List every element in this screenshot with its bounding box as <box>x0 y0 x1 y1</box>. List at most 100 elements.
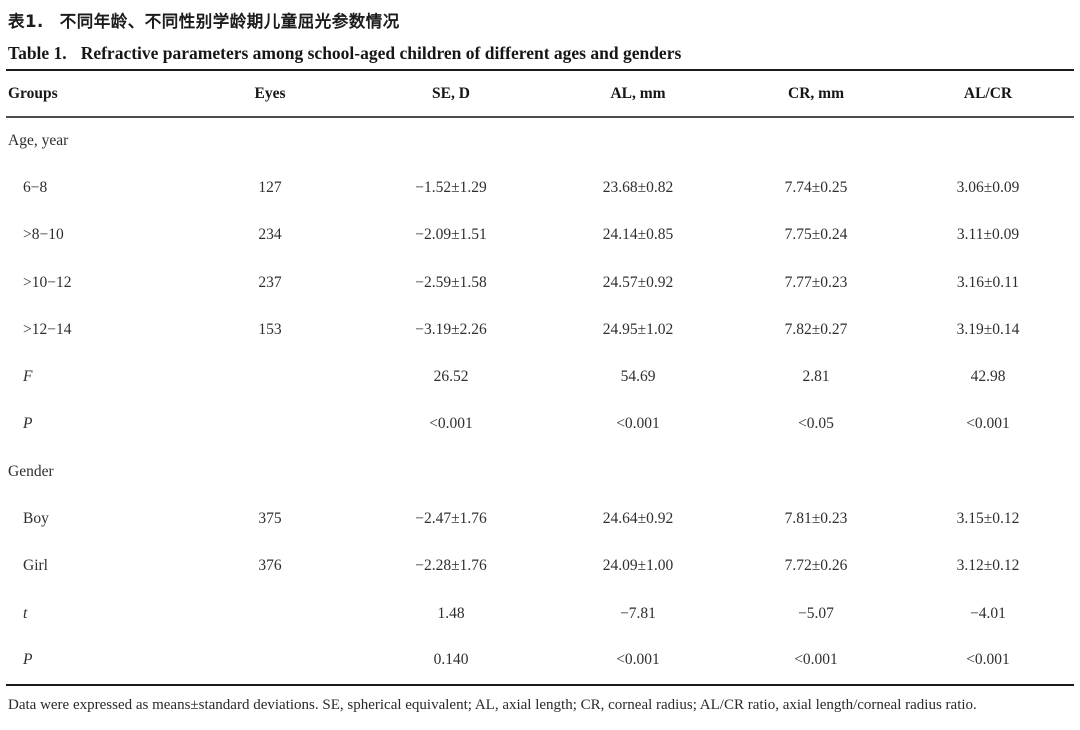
table-title-chinese: 表1. 不同年龄、不同性别学龄期儿童屈光参数情况 <box>6 8 1074 32</box>
cell-se: −2.47±1.76 <box>415 510 487 528</box>
cell-eyes: 127 <box>258 178 282 196</box>
row-age-year: Age, year <box>6 117 1074 164</box>
cell-se: 0.140 <box>433 651 469 669</box>
cell-cr <box>730 117 902 164</box>
cell-cr: 2.81 <box>802 368 830 386</box>
cell-alcr: 3.19±0.14 <box>956 320 1020 338</box>
cell-se: 26.52 <box>433 368 469 386</box>
row-label: Girl <box>23 557 48 575</box>
row-age-10-12: >10−12 237 −2.59±1.58 24.57±0.92 7.77±0.… <box>6 259 1074 306</box>
cell-eyes <box>184 353 356 400</box>
row-label: Boy <box>23 510 49 528</box>
cell-alcr <box>902 448 1074 495</box>
cell-alcr: 3.12±0.12 <box>956 557 1020 575</box>
cell-se <box>356 448 546 495</box>
row-label: t <box>23 604 28 622</box>
cell-eyes: 234 <box>258 226 282 244</box>
cell-alcr: 3.16±0.11 <box>956 273 1020 291</box>
cell-eyes <box>184 590 356 637</box>
row-t-statistic-gender: t 1.48 −7.81 −5.07 −4.01 <box>6 590 1074 637</box>
row-girl: Girl 376 −2.28±1.76 24.09±1.00 7.72±0.26… <box>6 543 1074 590</box>
cell-al: 24.09±1.00 <box>602 557 674 575</box>
row-f-statistic-age: F 26.52 54.69 2.81 42.98 <box>6 353 1074 400</box>
row-age-8-10: >8−10 234 −2.09±1.51 24.14±0.85 7.75±0.2… <box>6 212 1074 259</box>
row-label: P <box>23 415 33 433</box>
row-gender: Gender <box>6 448 1074 495</box>
row-label: P <box>23 651 33 669</box>
cell-alcr: <0.001 <box>966 415 1010 433</box>
cell-al: <0.001 <box>616 415 660 433</box>
cell-cr: 7.82±0.27 <box>784 320 848 338</box>
col-header-alcr: AL/CR <box>902 70 1074 118</box>
cell-se <box>356 117 546 164</box>
cell-cr: 7.75±0.24 <box>784 226 848 244</box>
cell-cr: 7.81±0.23 <box>784 510 848 528</box>
cell-eyes: 237 <box>258 273 282 291</box>
cell-alcr: <0.001 <box>966 651 1010 669</box>
cell-alcr: 3.11±0.09 <box>956 226 1020 244</box>
col-header-se: SE, D <box>356 70 546 118</box>
table-number-chinese: 表1. <box>8 12 44 31</box>
cell-eyes: 375 <box>258 510 282 528</box>
table-title-chinese-text: 不同年龄、不同性别学龄期儿童屈光参数情况 <box>59 12 400 31</box>
col-header-cr: CR, mm <box>730 70 902 118</box>
row-p-value-age: P <0.001 <0.001 <0.05 <0.001 <box>6 401 1074 448</box>
cell-al: 24.95±1.02 <box>602 320 674 338</box>
cell-al: <0.001 <box>616 651 660 669</box>
cell-alcr: 3.15±0.12 <box>956 510 1020 528</box>
row-age-6-8: 6−8 127 −1.52±1.29 23.68±0.82 7.74±0.25 … <box>6 164 1074 211</box>
refractive-parameters-table: Groups Eyes SE, D AL, mm CR, mm AL/CR Ag… <box>6 69 1074 686</box>
cell-cr: 7.74±0.25 <box>784 178 848 196</box>
cell-al: −7.81 <box>620 604 656 622</box>
row-p-value-gender: P 0.140 <0.001 <0.001 <0.001 <box>6 637 1074 684</box>
cell-se: −2.09±1.51 <box>415 226 487 244</box>
header-row: Groups Eyes SE, D AL, mm CR, mm AL/CR <box>6 70 1074 118</box>
row-label: Age, year <box>8 132 69 150</box>
cell-cr: <0.001 <box>794 651 838 669</box>
cell-se: −2.28±1.76 <box>415 557 487 575</box>
cell-cr: 7.72±0.26 <box>784 557 848 575</box>
row-boy: Boy 375 −2.47±1.76 24.64±0.92 7.81±0.23 … <box>6 495 1074 542</box>
row-label: Gender <box>8 462 54 480</box>
cell-cr: 7.77±0.23 <box>784 273 848 291</box>
cell-cr: −5.07 <box>798 604 834 622</box>
cell-alcr <box>902 117 1074 164</box>
cell-se: 1.48 <box>437 604 465 622</box>
row-label: >8−10 <box>23 226 64 244</box>
cell-al <box>546 117 730 164</box>
cell-al: 24.14±0.85 <box>602 226 674 244</box>
col-header-eyes: Eyes <box>184 70 356 118</box>
cell-se: −2.59±1.58 <box>415 273 487 291</box>
row-label: F <box>23 368 33 386</box>
cell-eyes <box>184 401 356 448</box>
cell-alcr: 3.06±0.09 <box>956 178 1020 196</box>
cell-alcr: 42.98 <box>970 368 1006 386</box>
col-header-al: AL, mm <box>546 70 730 118</box>
cell-se: −1.52±1.29 <box>415 178 487 196</box>
col-header-groups: Groups <box>6 70 184 118</box>
table-title-english-text: Refractive parameters among school-aged … <box>80 43 682 63</box>
row-label: >12−14 <box>23 320 72 338</box>
table-number-english: Table 1. <box>8 43 67 63</box>
cell-se: −3.19±2.26 <box>415 320 487 338</box>
cell-al <box>546 448 730 495</box>
table-footnote: Data were expressed as means±standard de… <box>8 696 977 713</box>
cell-al: 23.68±0.82 <box>602 178 674 196</box>
cell-al: 54.69 <box>620 368 656 386</box>
cell-eyes: 153 <box>258 320 282 338</box>
cell-cr: <0.05 <box>798 415 834 433</box>
cell-eyes <box>184 637 356 684</box>
cell-se: <0.001 <box>429 415 473 433</box>
cell-cr <box>730 448 902 495</box>
cell-eyes <box>184 448 356 495</box>
table-title-english: Table 1. Refractive parameters among scho… <box>6 43 1074 64</box>
cell-al: 24.57±0.92 <box>602 273 674 291</box>
cell-eyes <box>184 117 356 164</box>
cell-al: 24.64±0.92 <box>602 510 674 528</box>
row-age-12-14: >12−14 153 −3.19±2.26 24.95±1.02 7.82±0.… <box>6 306 1074 353</box>
cell-alcr: −4.01 <box>970 604 1006 622</box>
row-label: >10−12 <box>23 273 72 291</box>
cell-eyes: 376 <box>258 557 282 575</box>
row-label: 6−8 <box>23 178 48 196</box>
